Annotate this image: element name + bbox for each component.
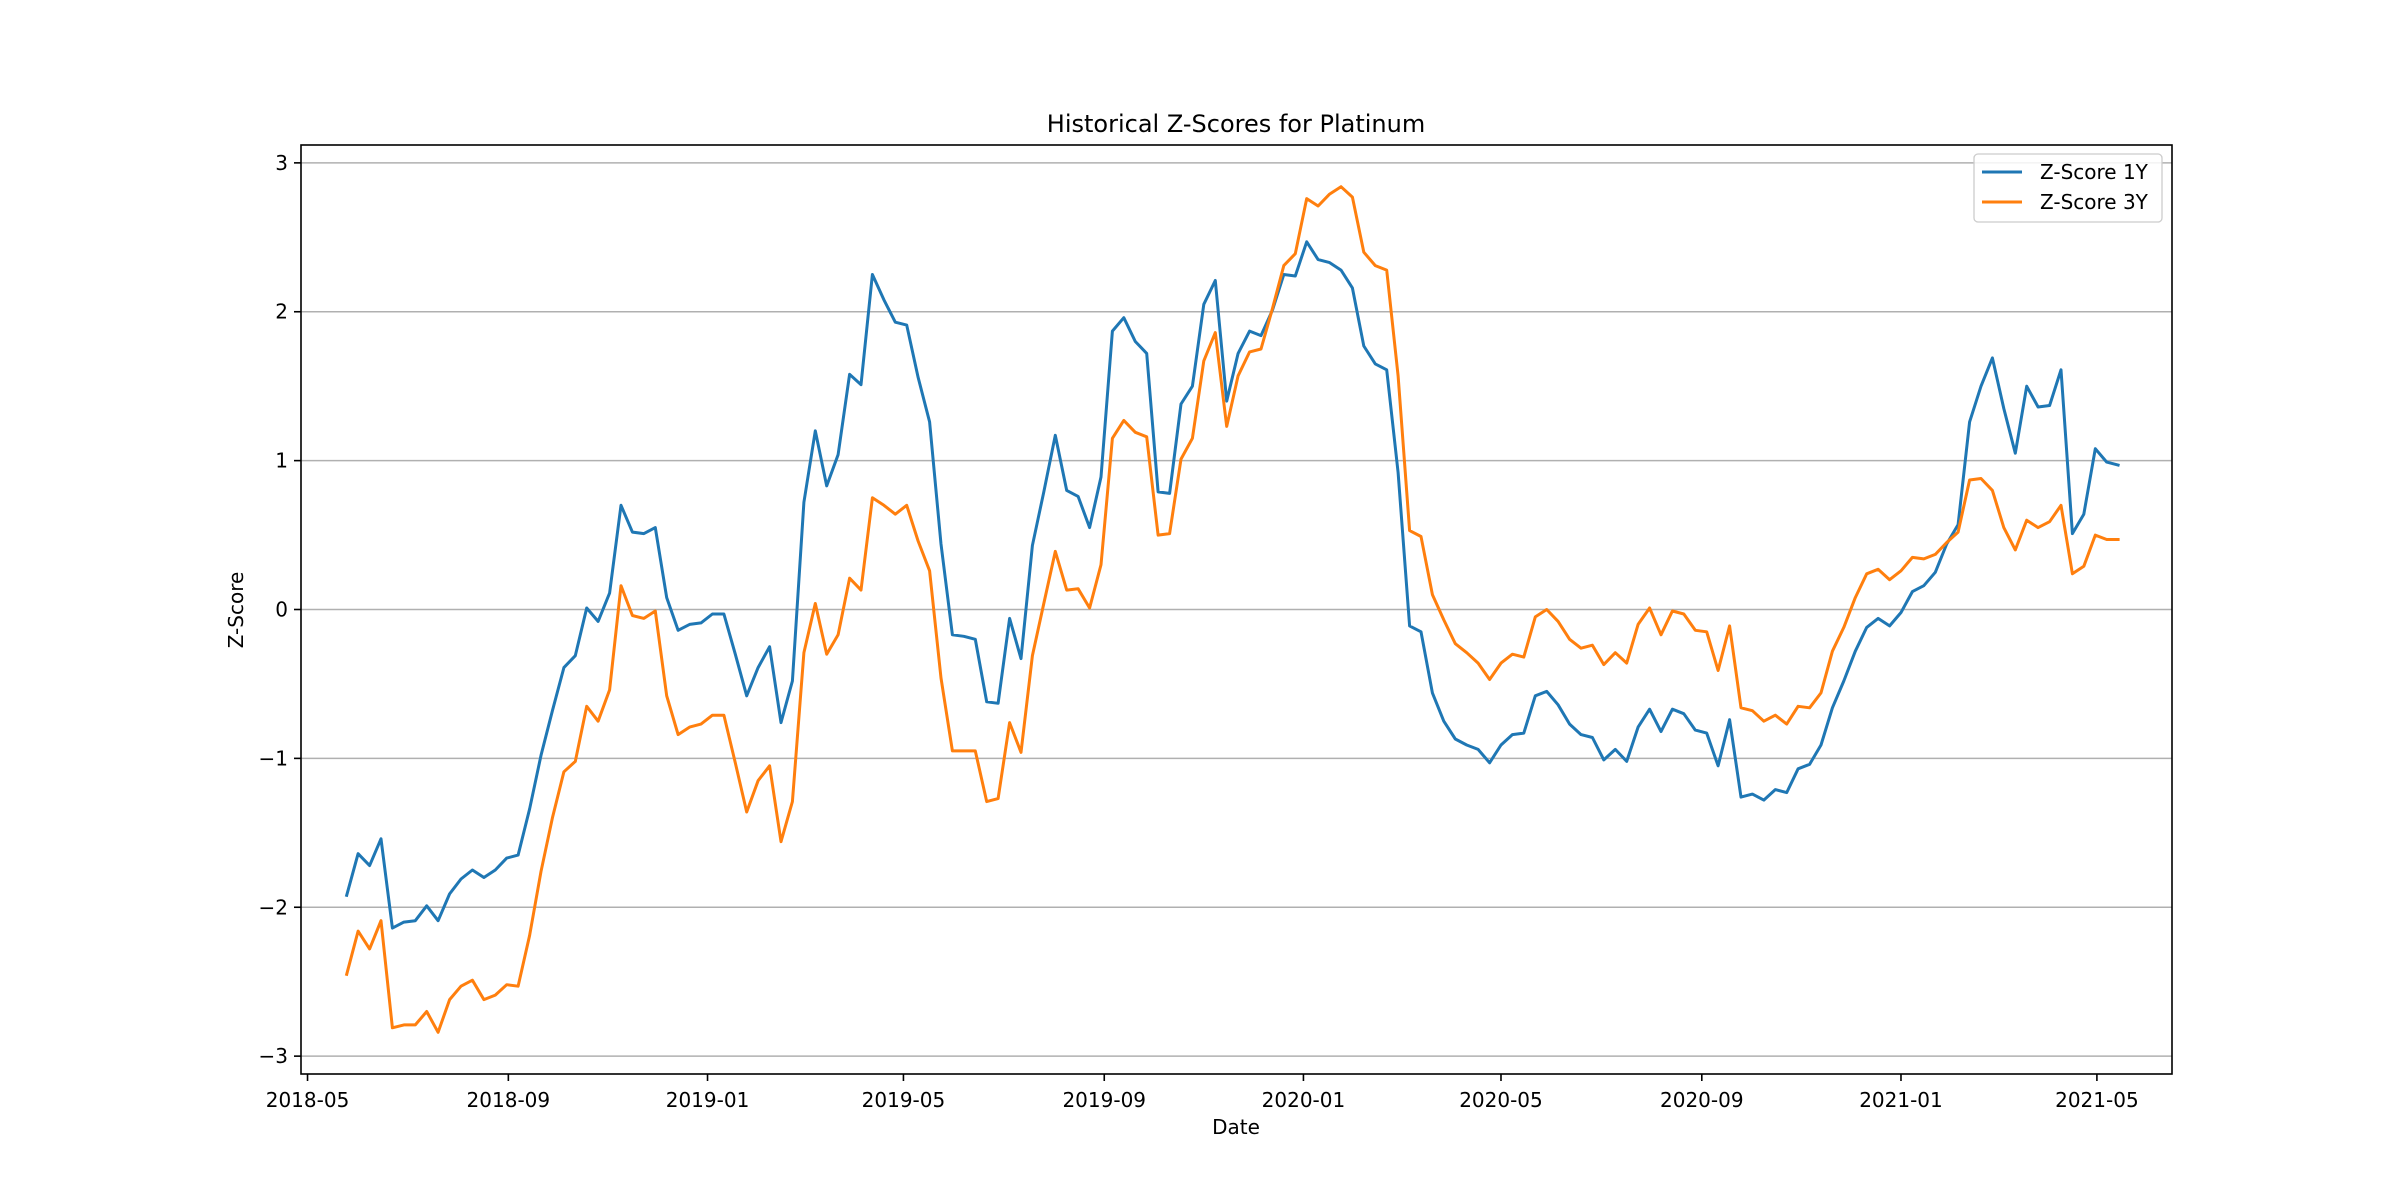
x-tick-label: 2019-01 bbox=[666, 1088, 750, 1112]
gridlines bbox=[301, 162, 2172, 1057]
x-tick-label: 2021-01 bbox=[1859, 1088, 1943, 1112]
x-axis-label: Date bbox=[1212, 1115, 1260, 1139]
y-tick-label: −1 bbox=[259, 746, 288, 770]
legend: Z-Score 1Y Z-Score 3Y bbox=[1973, 153, 2163, 223]
y-axis-ticks: −3 −2 −1 0 1 2 3 bbox=[259, 151, 301, 1068]
x-axis-ticks: 2018-05 2018-09 2019-01 2019-05 2019-09 2020-… bbox=[266, 1074, 2139, 1112]
series-lines bbox=[344, 185, 2120, 1034]
legend-label-zscore-1y: Z-Score 1Y bbox=[2040, 160, 2149, 184]
y-tick-label: −3 bbox=[259, 1044, 288, 1068]
x-tick-label: 2019-05 bbox=[862, 1088, 946, 1112]
x-tick-label: 2020-09 bbox=[1660, 1088, 1744, 1112]
y-tick-label: 3 bbox=[275, 151, 288, 175]
x-tick-label: 2018-05 bbox=[266, 1088, 350, 1112]
y-axis-label: Z-Score bbox=[224, 572, 248, 649]
y-tick-label: 1 bbox=[275, 449, 288, 473]
x-tick-label: 2021-05 bbox=[2055, 1088, 2139, 1112]
x-tick-label: 2019-09 bbox=[1062, 1088, 1146, 1112]
series-line-zscore-3y bbox=[344, 185, 2120, 1034]
series-line-zscore-1y bbox=[344, 240, 2120, 930]
y-tick-label: −2 bbox=[259, 895, 288, 919]
chart-title: Historical Z-Scores for Platinum bbox=[1047, 110, 1425, 138]
x-tick-label: 2018-09 bbox=[467, 1088, 551, 1112]
y-tick-label: 0 bbox=[275, 598, 288, 622]
x-tick-label: 2020-01 bbox=[1262, 1088, 1346, 1112]
x-tick-label: 2020-05 bbox=[1459, 1088, 1543, 1112]
y-tick-label: 2 bbox=[275, 300, 288, 324]
legend-label-zscore-3y: Z-Score 3Y bbox=[2040, 190, 2149, 214]
